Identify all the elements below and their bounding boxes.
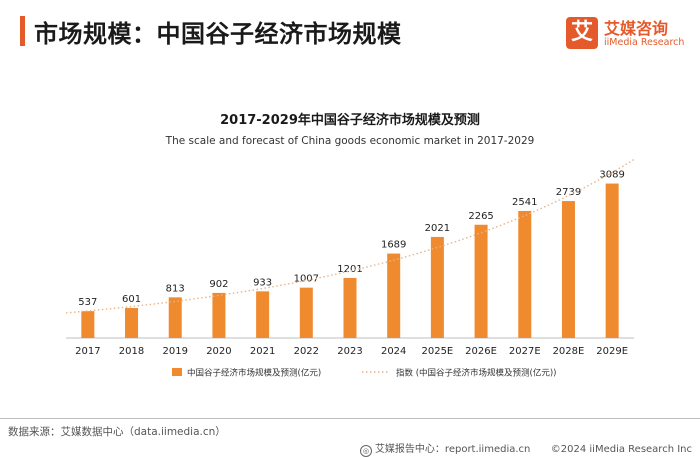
data-label-2027E: 2541 bbox=[512, 197, 537, 208]
page-title: 市场规模：中国谷子经济市场规模 bbox=[34, 20, 402, 48]
data-label-2024: 1689 bbox=[381, 240, 406, 251]
legend-trend-label: 指数 (中国谷子经济市场规模及预测(亿元)) bbox=[396, 368, 556, 379]
x-tick-label-2028E: 2028E bbox=[553, 346, 585, 357]
x-tick-label-2019: 2019 bbox=[163, 346, 188, 357]
data-label-2026E: 2265 bbox=[468, 211, 493, 222]
x-tick-label-2027E: 2027E bbox=[509, 346, 541, 357]
title-accent-bar bbox=[20, 16, 25, 46]
x-tick-label-2026E: 2026E bbox=[465, 346, 497, 357]
brand-name-en: iiMedia Research bbox=[604, 37, 685, 48]
x-tick-label-2023: 2023 bbox=[337, 346, 362, 357]
x-tick-label-2017: 2017 bbox=[75, 346, 100, 357]
bar-2018 bbox=[125, 307, 139, 338]
x-tick-label-2020: 2020 bbox=[206, 346, 231, 357]
brand-logo: 艾 艾媒咨询 iiMedia Research bbox=[566, 14, 686, 54]
x-tick-label-2024: 2024 bbox=[381, 346, 406, 357]
data-label-2021: 933 bbox=[253, 277, 272, 288]
footer-right: ◎ 艾媒报告中心：report.iimedia.cn ©2024 iiMedia … bbox=[359, 440, 692, 457]
bar-2017 bbox=[81, 311, 95, 338]
legend-bar-swatch bbox=[172, 368, 182, 376]
data-label-2029E: 3089 bbox=[599, 170, 624, 181]
bar-2026E bbox=[474, 224, 488, 338]
x-tick-label-2025E: 2025E bbox=[421, 346, 453, 357]
x-tick-label-2021: 2021 bbox=[250, 346, 275, 357]
x-tick-label-2022: 2022 bbox=[294, 346, 319, 357]
legend-bar-label: 中国谷子经济市场规模及预测(亿元) bbox=[187, 368, 321, 379]
report-center-icon: ◎ bbox=[359, 445, 372, 457]
data-label-2019: 813 bbox=[166, 283, 185, 294]
x-tick-label-2018: 2018 bbox=[119, 346, 144, 357]
footer-divider bbox=[0, 418, 700, 419]
brand-name-cn: 艾媒咨询 bbox=[604, 19, 669, 38]
data-label-2025E: 2021 bbox=[425, 223, 450, 234]
bar-2029E bbox=[605, 183, 619, 338]
footer-source: 数据来源：艾媒数据中心（data.iimedia.cn） bbox=[8, 426, 226, 438]
data-label-2018: 601 bbox=[122, 294, 141, 305]
footer-report-center: 艾媒报告中心：report.iimedia.cn bbox=[374, 444, 531, 455]
data-label-2020: 902 bbox=[209, 279, 228, 290]
chart-subtitle: The scale and forecast of China goods ec… bbox=[165, 135, 535, 147]
bar-2024 bbox=[387, 253, 401, 338]
data-label-2022: 1007 bbox=[294, 274, 319, 285]
x-tick-label-2029E: 2029E bbox=[596, 346, 628, 357]
bar-2023 bbox=[343, 277, 357, 338]
bar-2025E bbox=[430, 236, 444, 338]
chart-title: 2017-2029年中国谷子经济市场规模及预测 bbox=[220, 112, 480, 128]
data-label-2017: 537 bbox=[78, 297, 97, 308]
bar-2021 bbox=[256, 291, 270, 338]
data-label-2023: 1201 bbox=[337, 264, 362, 275]
bar-2027E bbox=[518, 210, 532, 338]
chart-legend: 中国谷子经济市场规模及预测(亿元) 指数 (中国谷子经济市场规模及预测(亿元)) bbox=[172, 368, 556, 379]
footer-copyright: ©2024 iiMedia Research Inc bbox=[550, 444, 692, 455]
brand-logo-icon: 艾 bbox=[566, 17, 598, 49]
plot-area: 537 2017 601 2018 813 2019 902 2020 933 2021 1007 2… bbox=[65, 158, 635, 357]
bar-2022 bbox=[299, 287, 313, 338]
data-label-2028E: 2739 bbox=[556, 187, 581, 198]
bar-chart: 2017-2029年中国谷子经济市场规模及预测 The scale and fo… bbox=[65, 112, 635, 379]
bar-2020 bbox=[212, 292, 226, 338]
bar-2028E bbox=[561, 201, 575, 338]
bar-2019 bbox=[168, 297, 182, 338]
